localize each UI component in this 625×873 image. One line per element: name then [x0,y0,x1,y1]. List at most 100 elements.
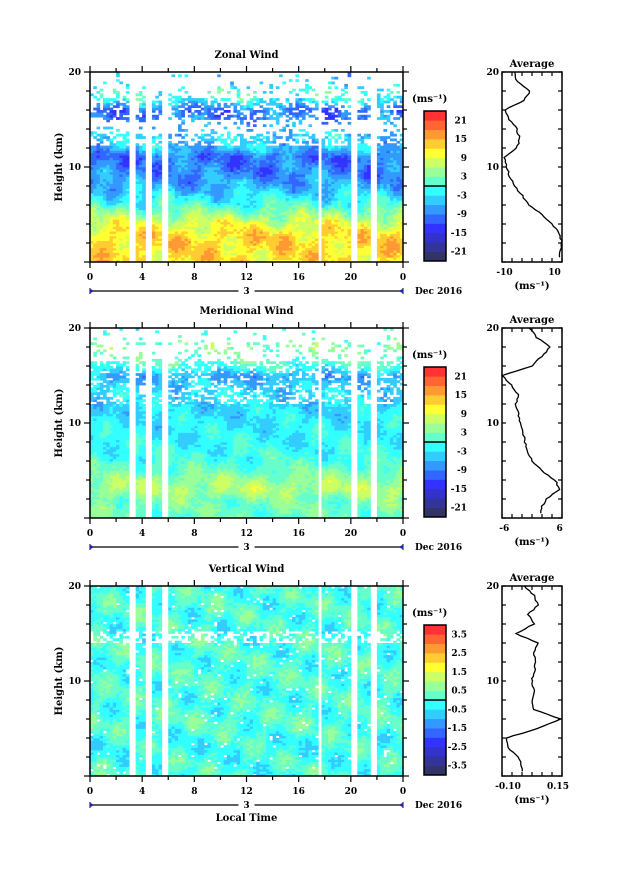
heatmap-cell [272,138,277,142]
heatmap-cell [292,240,296,244]
heatmap-cell [301,117,306,120]
heatmap-cell [321,181,326,185]
heatmap-cell [308,164,313,168]
heatmap-cell [298,181,303,185]
heatmap-cell [324,183,329,187]
heatmap-cell [344,200,348,204]
heatmap-cell [376,250,381,253]
heatmap-cell [301,164,306,168]
heatmap-cell [266,102,270,106]
heatmap-cell [357,164,362,168]
heatmap-cell [295,231,300,234]
heatmap-cell [292,133,296,137]
heatmap-cell [158,183,163,187]
heatmap-cell [259,181,264,185]
heatmap-cell [331,235,335,239]
heatmap-cell [249,143,254,147]
heatmap-cell [103,110,107,113]
heatmap-cell [194,114,198,118]
heatmap-cell [331,178,335,182]
heatmap-cell [266,188,270,192]
heatmap-cell [367,152,371,156]
heatmap-cell [285,243,290,246]
heatmap-cell [383,205,388,208]
heatmap-cell [389,110,394,113]
heatmap-cell [363,231,368,234]
heatmap-cell [90,216,94,220]
heatmap-cell [376,159,381,163]
heatmap-cell [217,240,221,244]
heatmap-cell [393,243,397,246]
heatmap-cell [103,145,107,149]
heatmap-cell [223,250,228,253]
heatmap-cell [125,119,130,123]
heatmap-cell [311,235,316,239]
heatmap-cell [253,226,257,230]
heatmap-cell [282,219,287,223]
heatmap-cell [138,209,143,213]
heatmap-cell [109,159,114,163]
heatmap-cell [396,257,401,261]
heatmap-cell [357,181,362,185]
heatmap-cell [324,100,329,104]
heatmap-cell [357,110,362,113]
heatmap-cell [168,133,172,137]
heatmap-cell [376,195,381,199]
heatmap-cell [266,233,270,237]
heatmap-cell [151,174,156,177]
heatmap-cell [341,205,345,208]
heatmap-cell [341,216,345,220]
heatmap-cell [90,224,94,227]
heatmap-cell [122,259,127,263]
heatmap-cell [249,216,254,220]
heatmap-cell [249,164,254,168]
heatmap-cell [125,169,130,173]
heatmap-cell [138,226,143,230]
heatmap-cell [116,226,120,230]
heatmap-cell [311,233,316,237]
heatmap-cell [396,176,401,180]
heatmap-cell [96,254,101,258]
heatmap-cell [168,183,172,187]
heatmap-cell [122,247,127,251]
heatmap-cell [363,91,368,94]
heatmap-cell [279,74,283,78]
heatmap-cell [334,231,339,234]
heatmap-cell [204,200,208,204]
heatmap-cell [389,171,394,175]
heatmap-cell [308,221,313,225]
heatmap-cell [99,110,104,113]
heatmap-cell [155,174,159,177]
heatmap-cell [109,140,114,144]
heatmap-cell [275,252,280,256]
heatmap-cell [223,216,228,220]
heatmap-cell [181,202,185,206]
heatmap-cell [210,95,215,99]
heatmap-cell [151,169,156,173]
heatmap-cell [207,214,212,218]
heatmap-cell [360,259,365,263]
heatmap-cell [380,112,384,116]
heatmap-cell [181,257,185,261]
heatmap-cell [217,252,221,256]
heatmap-cell [269,226,273,230]
heatmap-cell [233,188,238,192]
heatmap-cell [184,162,189,166]
heatmap-cell [181,195,185,199]
heatmap-cell [269,162,273,166]
heatmap-cell [324,195,329,199]
heatmap-cell [223,148,228,151]
heatmap-cell [324,202,329,206]
heatmap-cell [266,216,270,220]
heatmap-cell [279,114,283,118]
heatmap-cell [210,155,215,158]
heatmap-cell [151,209,156,213]
heatmap-cell [151,231,156,234]
heatmap-cell [328,183,332,187]
heatmap-cell [301,190,306,194]
heatmap-cell [210,252,215,256]
heatmap-cell [213,131,218,135]
heatmap-cell [328,138,332,142]
heatmap-cell [116,176,120,180]
heatmap-cell [220,88,225,92]
